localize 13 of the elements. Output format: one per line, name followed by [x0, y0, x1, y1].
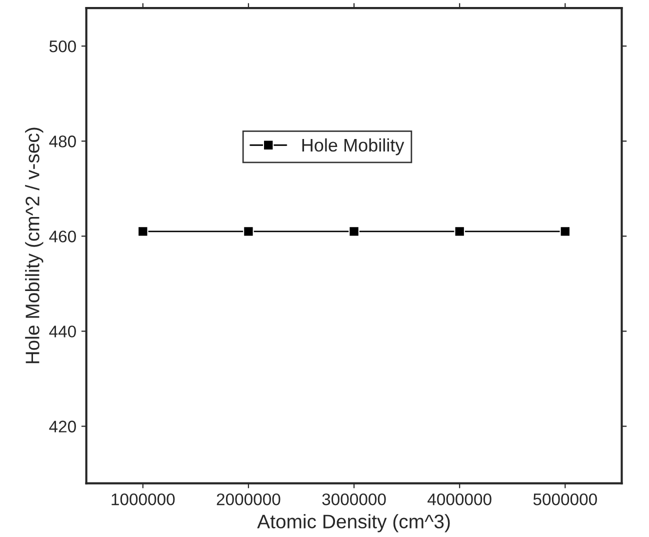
- y-tick-label: 460: [49, 230, 76, 242]
- y-tick-label: 420: [49, 420, 76, 432]
- x-tick-label: 3000000: [322, 493, 386, 506]
- x-tick-label: 1000000: [112, 493, 175, 506]
- y-tick-label: 480: [49, 136, 76, 148]
- x-tick-label: 4000000: [428, 493, 492, 506]
- y-tick-label: 500: [49, 40, 76, 52]
- legend-label: Hole Mobility: [302, 138, 404, 156]
- x-axis-title: Atomic Density (cm^3): [257, 514, 450, 532]
- y-tick-label: 440: [49, 326, 76, 338]
- x-tick-label: 5000000: [533, 493, 597, 506]
- x-tick-label: 2000000: [216, 493, 280, 506]
- y-axis-title: Hole Mobility (cm^2 / v-sec): [25, 128, 44, 364]
